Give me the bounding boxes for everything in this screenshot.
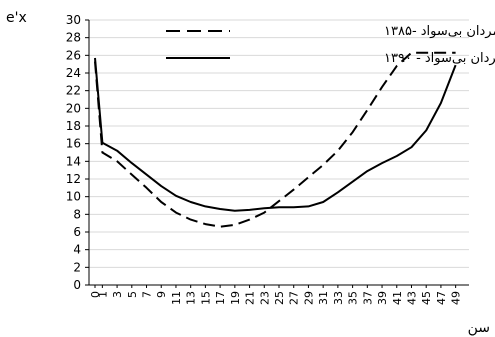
y-tick-label: 24 (66, 66, 81, 80)
x-tick-label: 27 (288, 291, 301, 305)
x-tick-label: 31 (317, 291, 330, 305)
x-tick-label: 13 (185, 291, 198, 305)
y-tick-label: 16 (66, 137, 81, 151)
y-tick-label: 10 (66, 190, 81, 204)
y-tick-label: 20 (66, 101, 81, 115)
y-tick-label: 4 (73, 243, 81, 257)
y-tick-label: 12 (66, 172, 81, 186)
x-tick-label: 3 (111, 291, 124, 298)
x-tick-label: 39 (376, 291, 389, 305)
y-axis-label: e'x (6, 10, 27, 26)
x-tick-label: 1 (96, 291, 109, 298)
y-tick-label: 22 (66, 84, 81, 98)
x-tick-label: 15 (199, 291, 212, 305)
series-line-1385 (94, 51, 456, 228)
x-tick-label: 47 (435, 291, 448, 305)
series-lines (94, 51, 457, 228)
x-tick-labels: 01 3 5 7 9 11 13 15 17 19 21 23 25 27 29 31 33 35 37 39 41 43… (89, 291, 463, 305)
x-tick-label: 41 (391, 291, 404, 305)
y-tick-label: 8 (73, 207, 81, 221)
legend-label-1390: مردان بی‌سواد - ۱۳۹۰ (384, 51, 495, 66)
x-tick-label: 33 (332, 291, 345, 305)
x-tick-label: 9 (155, 291, 168, 298)
legend: مردان بی‌سواد -۱۳۸۵ مردان بی‌سواد - ۱۳۹۰ (166, 24, 495, 66)
x-tick-label: 37 (361, 291, 374, 305)
x-tick-label: 43 (405, 291, 418, 305)
x-tick-label: 5 (126, 291, 139, 298)
y-tick-label: 26 (66, 48, 81, 62)
y-tick-label: 30 (66, 13, 81, 27)
y-tick-label: 0 (73, 278, 81, 292)
y-tick-label: 18 (66, 119, 81, 133)
x-tick-label: 49 (450, 291, 463, 305)
y-tick-label: 14 (66, 154, 81, 168)
x-tick-label: 25 (273, 291, 286, 305)
axes (85, 19, 469, 288)
x-tick-label: 7 (141, 291, 154, 298)
x-tick-label: 23 (258, 291, 271, 305)
x-tick-label: 45 (420, 291, 433, 305)
x-tick-label: 17 (214, 291, 227, 305)
x-tick-label: 21 (244, 291, 257, 305)
x-tick-label: 11 (170, 291, 183, 305)
x-tick-label: 0 (89, 291, 102, 298)
y-tick-label: 2 (73, 260, 81, 274)
x-tick-label: 19 (229, 291, 242, 305)
x-tick-label: 29 (302, 291, 315, 305)
y-tick-label: 28 (66, 31, 81, 45)
series-line-1390 (94, 57, 457, 212)
x-axis-label: سن (468, 320, 490, 336)
legend-label-1385: مردان بی‌سواد -۱۳۸۵ (384, 24, 495, 39)
y-tick-label: 6 (73, 225, 81, 239)
x-tick-label: 35 (347, 291, 360, 305)
